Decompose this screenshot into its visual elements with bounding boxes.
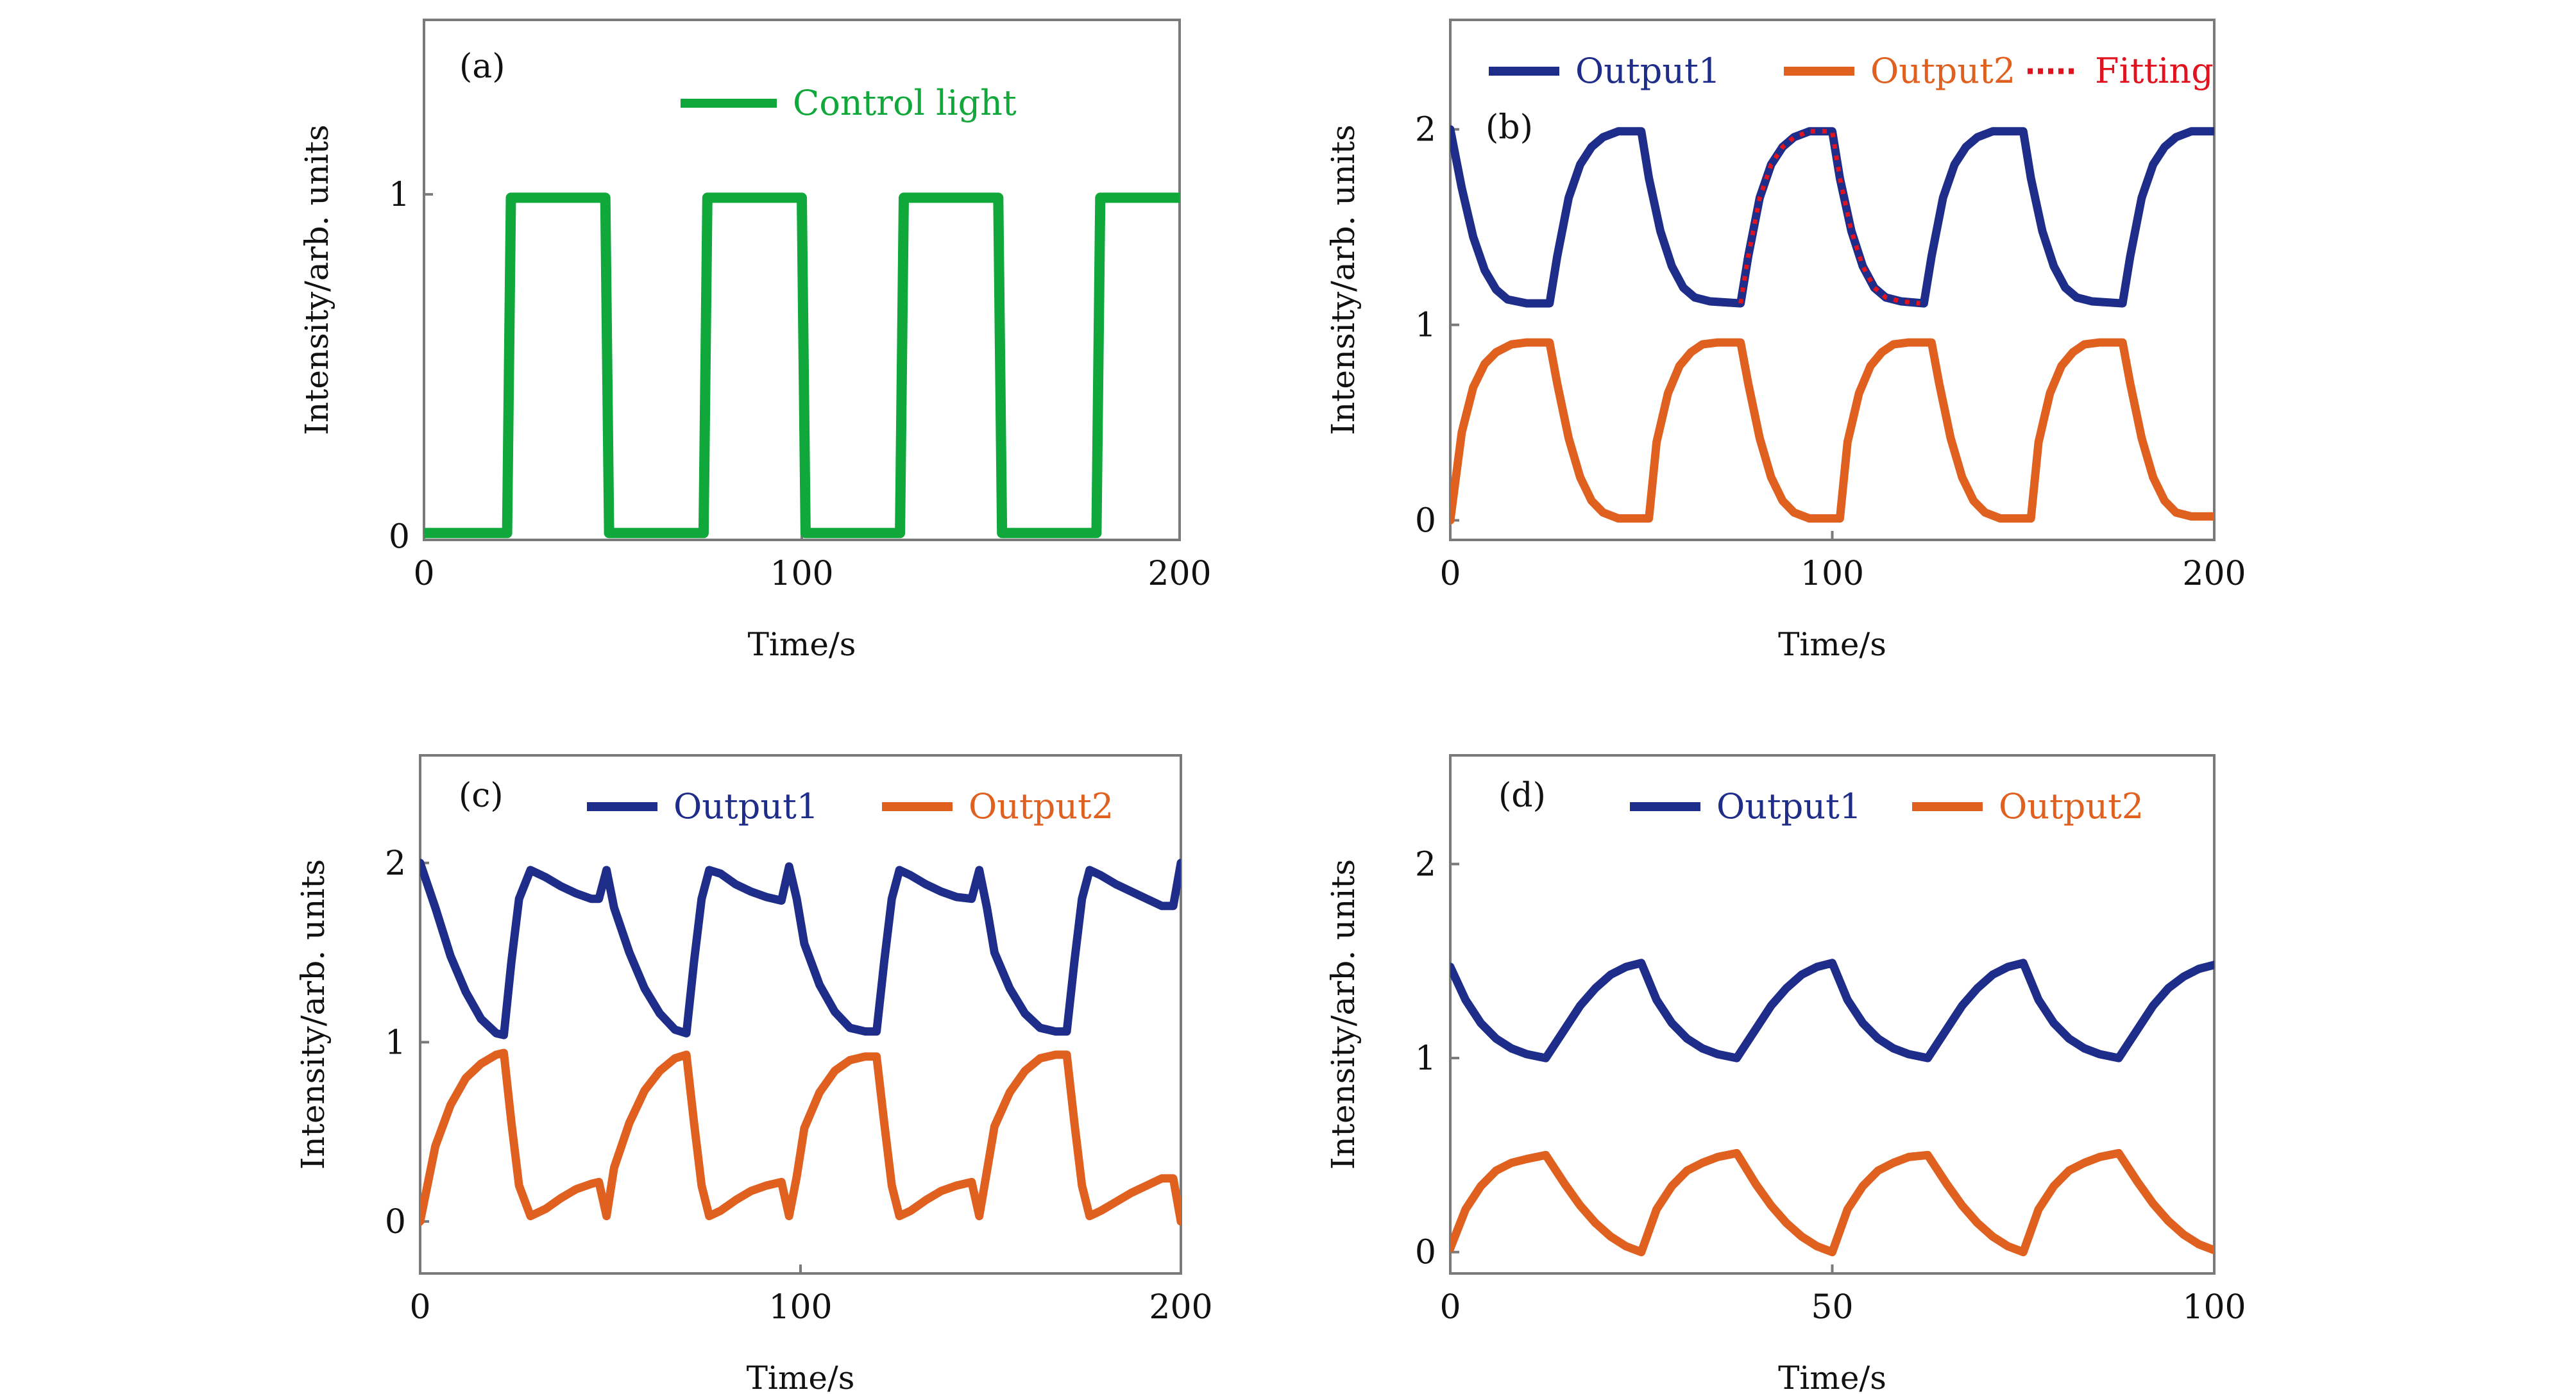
x-axis-title: Time/s <box>1778 1359 1886 1394</box>
x-axis-title: Time/s <box>747 1359 855 1394</box>
y-axis-title: Intensity/arb. units <box>1325 124 1362 435</box>
y-axis-title: Intensity/arb. units <box>1325 859 1362 1170</box>
x-tick-label: 200 <box>2182 555 2246 593</box>
legend-label-control-light: Control light <box>793 83 1017 123</box>
legend-label-fitting: Fitting <box>2095 51 2214 91</box>
panel-c: 0 1 2 0 100 200 Time/s Intensity/arb. units (c) O… <box>294 754 1213 1394</box>
legend-label-output1: Output1 <box>1575 51 1720 91</box>
x-axis-title: Time/s <box>1778 626 1886 663</box>
x-tick-label: 50 <box>1811 1288 1853 1327</box>
series-line-control-light <box>424 192 1180 539</box>
panel-d: 0 1 2 0 50 100 Time/s Intensity/arb. units (d) Ou… <box>1325 754 2246 1394</box>
y-tick-label: 2 <box>1415 845 1436 884</box>
series-line-output1 <box>420 859 1181 1039</box>
panel-b: 0 1 2 0 100 200 Time/s Intensity/arb. units (b) O… <box>1325 19 2246 663</box>
series-line-fitting <box>1738 129 1920 306</box>
legend-label-output1: Output1 <box>674 786 818 827</box>
y-tick-label: 2 <box>1415 111 1436 149</box>
x-tick-label: 0 <box>409 1288 430 1327</box>
panel-label: (d) <box>1498 777 1546 815</box>
y-tick-label: 0 <box>1415 1234 1436 1272</box>
plot-frame <box>1449 19 2216 541</box>
y-axis-title: Intensity/arb. units <box>298 124 335 435</box>
y-axis-title: Intensity/arb. units <box>294 859 332 1170</box>
y-tick-label: 0 <box>385 1203 406 1241</box>
legend-label-output1: Output1 <box>1716 786 1861 827</box>
y-tick-label: 1 <box>389 176 410 214</box>
y-tick-label: 0 <box>389 518 410 557</box>
y-tick-label: 1 <box>1415 1039 1436 1078</box>
legend-label-output2: Output2 <box>969 786 1114 827</box>
series-line-output1 <box>1450 125 2214 308</box>
series-line-output1 <box>1450 959 2214 1062</box>
x-tick-label: 0 <box>413 555 434 593</box>
y-tick-label: 0 <box>1415 502 1436 541</box>
x-tick-label: 100 <box>1801 555 1864 593</box>
legend-label-output2: Output2 <box>1999 786 2144 827</box>
panel-label: (c) <box>459 777 504 815</box>
panel-label: (b) <box>1486 108 1533 147</box>
panel-a: 0 1 0 100 200 Time/s Intensity/arb. units (a) Co… <box>298 19 1212 663</box>
x-axis-title: Time/s <box>748 626 856 663</box>
x-tick-label: 100 <box>768 1288 832 1327</box>
x-tick-label: 200 <box>1148 555 1211 593</box>
x-tick-label: 0 <box>1439 555 1461 593</box>
x-tick-label: 0 <box>1439 1288 1461 1327</box>
legend-label-output2: Output2 <box>1870 51 2015 91</box>
x-tick-label: 200 <box>1149 1288 1212 1327</box>
panel-label: (a) <box>459 47 505 86</box>
y-tick-label: 1 <box>385 1023 406 1062</box>
x-tick-label: 100 <box>2182 1288 2246 1327</box>
plot-frame <box>1449 754 2216 1275</box>
y-tick-label: 1 <box>1415 307 1436 345</box>
series-line-output2 <box>1450 1148 2214 1257</box>
series-line-output2 <box>420 1048 1181 1226</box>
y-tick-label: 2 <box>385 844 406 883</box>
x-tick-label: 100 <box>770 555 833 593</box>
series-line-output2 <box>1450 338 2214 525</box>
